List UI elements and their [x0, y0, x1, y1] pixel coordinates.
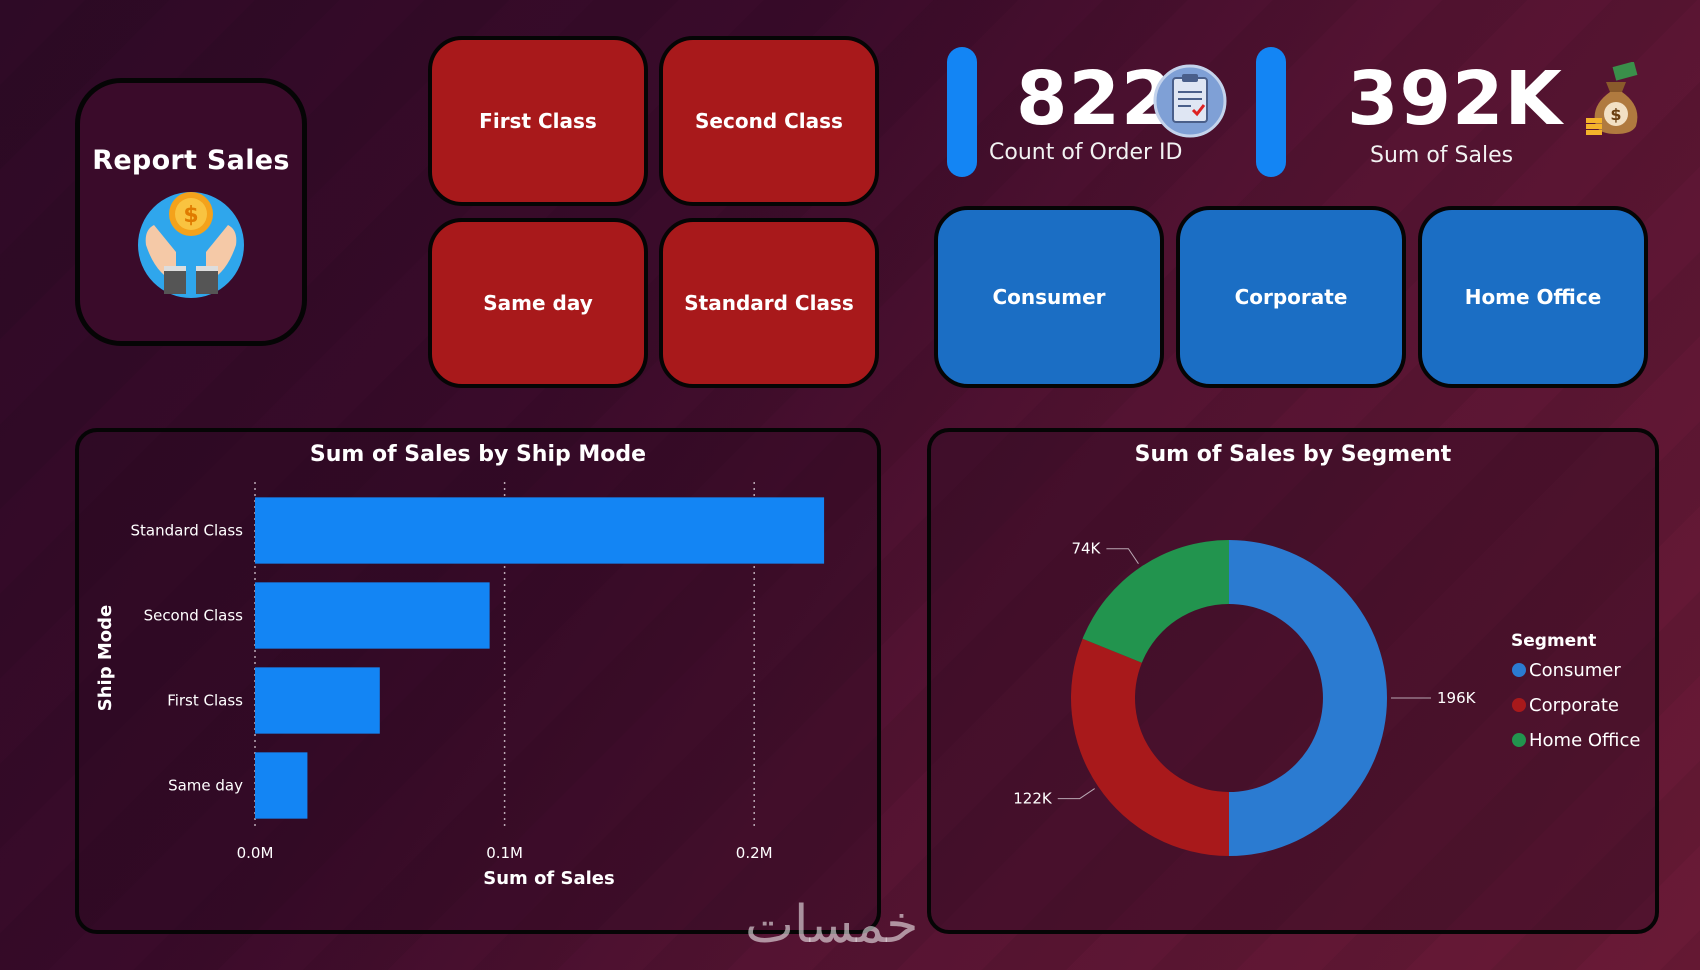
segment-button-home-office[interactable]: Home Office [1418, 206, 1648, 388]
legend-entry: Home Office [1529, 730, 1640, 751]
kpi-accent-bar [1256, 47, 1286, 177]
ship-button-second-class[interactable]: Second Class [659, 36, 879, 206]
legend-title: Segment [1511, 631, 1596, 651]
ship-button-same-day[interactable]: Same day [428, 218, 648, 388]
x-tick-label: 0.0M [237, 844, 274, 862]
segment-donut-chart: 196K 122K 74K Segment Consumer Corporate Home … [1013, 540, 1640, 856]
segment-button-consumer[interactable]: Consumer [934, 206, 1164, 388]
data-label-leader [1106, 548, 1139, 564]
data-label: 196K [1437, 689, 1477, 707]
data-label: 122K [1013, 790, 1053, 808]
chart-title: Sum of Sales by Ship Mode [309, 442, 647, 467]
legend-entry: Consumer [1529, 660, 1621, 681]
segment-button-label: Corporate [1234, 285, 1348, 309]
segment-chart-panel: Sum of Sales by Segment 196K 122K 74K Segme… [927, 428, 1659, 934]
bar [255, 497, 825, 564]
segment-button-label: Home Office [1464, 285, 1602, 309]
x-axis-label: Sum of Sales [483, 868, 614, 889]
ship-button-first-class[interactable]: First Class [428, 36, 648, 206]
sales-sum-label: Sum of Sales [1370, 143, 1514, 168]
bar [255, 582, 490, 649]
clipboard-icon [1153, 64, 1227, 138]
svg-text:$: $ [183, 203, 198, 228]
donut-slice [1071, 638, 1229, 856]
order-count-value: 822 [1016, 56, 1174, 142]
segment-button-label: Consumer [992, 285, 1106, 309]
donut-slice [1082, 540, 1229, 663]
ship-button-label: First Class [479, 109, 597, 133]
kpi-accent-bar [947, 47, 977, 177]
ship-mode-bar-chart: 0.0M 0.1M 0.2M Standard Class Second Class Fi… [95, 482, 825, 889]
report-logo-card: Report Sales $ [75, 78, 307, 346]
sales-sum-value: 392K [1347, 56, 1563, 142]
ship-button-label: Second Class [695, 109, 843, 133]
legend-marker [1512, 663, 1526, 677]
donut-slice [1229, 540, 1387, 856]
report-title: Report Sales [92, 145, 290, 176]
money-hands-icon: $ [138, 192, 244, 298]
chart-title: Sum of Sales by Segment [1134, 442, 1452, 467]
y-tick-label: Same day [168, 777, 243, 795]
legend-marker [1512, 698, 1526, 712]
order-count-label: Count of Order ID [989, 140, 1183, 165]
ship-button-label: Standard Class [684, 291, 854, 315]
ship-button-label: Same day [483, 291, 593, 315]
data-label-leader [1057, 788, 1095, 800]
ship-button-standard-class[interactable]: Standard Class [659, 218, 879, 388]
ship-mode-chart-panel: Sum of Sales by Ship Mode 0.0M 0.1M 0.2M St… [75, 428, 881, 934]
money-bag-icon: $ [1586, 62, 1638, 135]
bar [255, 752, 308, 819]
segment-button-corporate[interactable]: Corporate [1176, 206, 1406, 388]
watermark-logo: خمسات [745, 895, 919, 955]
x-tick-label: 0.2M [736, 844, 773, 862]
legend-entry: Corporate [1529, 695, 1619, 716]
x-tick-label: 0.1M [486, 844, 523, 862]
svg-text:$: $ [1610, 105, 1621, 124]
y-axis-label: Ship Mode [95, 605, 116, 711]
y-tick-label: Second Class [144, 607, 244, 625]
legend-marker [1512, 733, 1526, 747]
bar [255, 667, 380, 734]
data-label: 74K [1071, 540, 1101, 558]
y-tick-label: Standard Class [131, 522, 244, 540]
y-tick-label: First Class [167, 692, 243, 710]
